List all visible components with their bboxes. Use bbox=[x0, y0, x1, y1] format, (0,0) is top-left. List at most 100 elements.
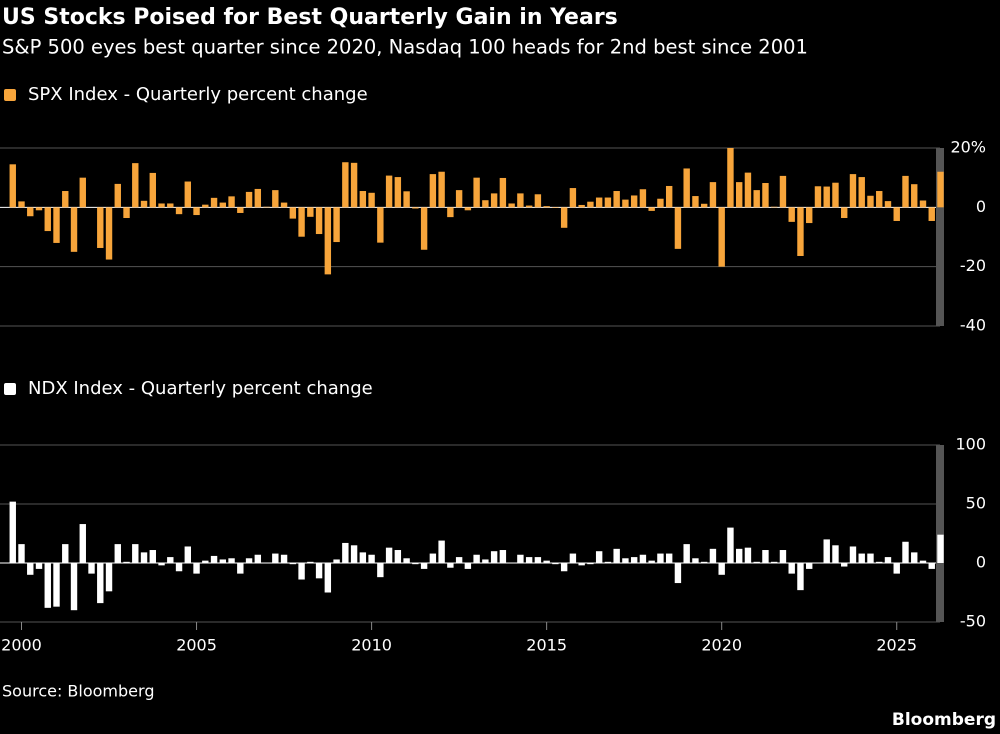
bar bbox=[149, 550, 156, 563]
bar bbox=[62, 191, 69, 208]
bar bbox=[307, 561, 314, 563]
bar bbox=[289, 563, 297, 565]
bar bbox=[342, 162, 349, 208]
bar bbox=[79, 177, 86, 208]
bar bbox=[228, 558, 235, 563]
bar bbox=[167, 557, 174, 563]
bar bbox=[517, 554, 524, 563]
bar bbox=[385, 175, 393, 208]
bar bbox=[578, 204, 585, 208]
bar bbox=[779, 175, 787, 208]
bar bbox=[587, 563, 594, 565]
bar bbox=[841, 207, 848, 219]
bar bbox=[674, 563, 682, 584]
bar bbox=[350, 162, 358, 208]
x-tick-label: 2010 bbox=[351, 636, 392, 655]
bar bbox=[937, 534, 944, 563]
bar bbox=[333, 207, 340, 243]
bar bbox=[237, 563, 244, 574]
bar bbox=[132, 544, 139, 563]
bar bbox=[35, 563, 43, 569]
bar bbox=[263, 206, 270, 208]
source: Source: Bloomberg bbox=[2, 682, 154, 701]
bar bbox=[403, 558, 410, 563]
bar bbox=[543, 206, 550, 208]
bar bbox=[753, 561, 760, 563]
bar bbox=[692, 558, 699, 563]
bar bbox=[438, 171, 445, 208]
bar bbox=[595, 551, 603, 563]
bar bbox=[613, 548, 620, 563]
bar bbox=[552, 207, 559, 208]
x-tick-label: 2015 bbox=[526, 636, 567, 655]
bar bbox=[114, 183, 121, 208]
bar bbox=[779, 550, 787, 563]
bar bbox=[403, 191, 410, 208]
bar bbox=[893, 207, 900, 221]
bar bbox=[140, 200, 148, 208]
bar bbox=[359, 552, 367, 563]
bar bbox=[718, 207, 725, 267]
bar bbox=[70, 207, 78, 252]
bar bbox=[385, 547, 393, 563]
bar bbox=[902, 175, 909, 208]
bar bbox=[412, 563, 419, 565]
legend-label: NDX Index - Quarterly percent change bbox=[28, 378, 373, 399]
bar bbox=[175, 207, 183, 215]
bar bbox=[727, 148, 734, 208]
bar bbox=[534, 557, 542, 563]
bar bbox=[683, 544, 690, 563]
bar bbox=[123, 207, 130, 219]
bar bbox=[657, 553, 664, 563]
bar bbox=[735, 548, 743, 563]
bar bbox=[902, 541, 909, 563]
bar bbox=[280, 554, 288, 563]
bar bbox=[806, 563, 813, 569]
bar bbox=[762, 550, 769, 563]
y-tick-label: -50 bbox=[960, 612, 986, 631]
bar bbox=[140, 552, 148, 563]
bar bbox=[228, 196, 235, 208]
bar bbox=[359, 191, 367, 208]
bar bbox=[587, 201, 594, 208]
bar bbox=[455, 557, 463, 563]
bar bbox=[727, 527, 734, 563]
bar bbox=[919, 560, 927, 563]
bar bbox=[700, 561, 708, 563]
bar bbox=[447, 563, 454, 568]
bar bbox=[254, 188, 262, 208]
bar bbox=[534, 194, 542, 208]
bar bbox=[44, 207, 51, 232]
bar bbox=[79, 524, 86, 563]
bar bbox=[858, 177, 865, 208]
chart-subtitle: S&P 500 eyes best quarter since 2020, Na… bbox=[2, 36, 808, 59]
bar bbox=[744, 172, 752, 208]
bar bbox=[167, 203, 174, 208]
bar bbox=[674, 207, 682, 249]
bar bbox=[569, 188, 577, 208]
bar bbox=[797, 563, 804, 591]
bar bbox=[438, 540, 445, 563]
legend-label: SPX Index - Quarterly percent change bbox=[28, 84, 368, 105]
bar bbox=[648, 560, 655, 563]
brand: Bloomberg bbox=[892, 710, 996, 730]
bar bbox=[35, 207, 43, 211]
bar bbox=[9, 501, 16, 563]
bar bbox=[18, 544, 25, 563]
y-tick-label: -40 bbox=[960, 316, 986, 335]
bar bbox=[88, 563, 95, 574]
bar bbox=[867, 195, 874, 208]
bar bbox=[665, 553, 673, 563]
bar bbox=[482, 200, 489, 208]
bar bbox=[254, 554, 262, 563]
bar bbox=[158, 203, 165, 208]
bar bbox=[123, 561, 130, 563]
bar bbox=[324, 207, 332, 275]
bar bbox=[806, 207, 813, 224]
bar bbox=[630, 195, 638, 208]
bar bbox=[219, 202, 227, 208]
y-tick-label: 50 bbox=[966, 494, 986, 513]
bar bbox=[202, 204, 209, 208]
x-tick-label: 2005 bbox=[176, 636, 217, 655]
